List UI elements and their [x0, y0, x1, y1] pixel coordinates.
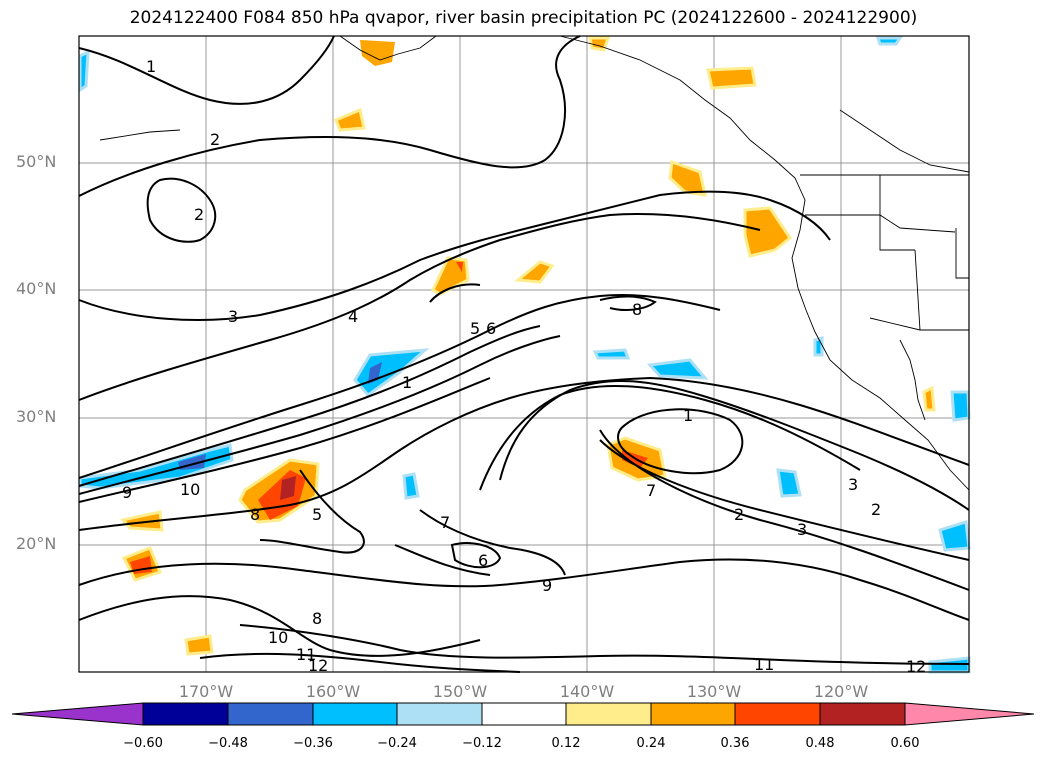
colorbar-tick: 0.48 — [805, 736, 835, 751]
contour-label: 1 — [146, 57, 156, 76]
colorbar-bin — [481, 702, 567, 726]
contour-label: 3 — [848, 475, 858, 494]
colorbar-tick: 0.12 — [551, 736, 581, 751]
contour-label: 7 — [646, 481, 656, 500]
contour-label: 8 — [312, 609, 322, 628]
coastlines — [99, 35, 970, 491]
contour-label: 1 — [402, 373, 412, 392]
lat-label: 40°N — [16, 279, 57, 298]
contour-label: 2 — [871, 500, 881, 519]
contour-label: 9 — [542, 576, 552, 595]
colorbar-extend-high — [904, 702, 1035, 726]
lon-label: 160°W — [305, 682, 361, 701]
colorbar-tick: −0.36 — [293, 736, 333, 751]
contour-label: 2 — [734, 505, 744, 524]
contour-label: 6 — [486, 319, 496, 338]
lon-label: 140°W — [559, 682, 615, 701]
contour-label: 3 — [228, 307, 238, 326]
contour-label: 10 — [268, 628, 288, 647]
lat-label: 30°N — [16, 407, 57, 426]
contour-label: 11 — [754, 655, 774, 674]
lat-label: 50°N — [16, 152, 57, 171]
contour-label: 8 — [632, 300, 642, 319]
contour-label: 5 — [312, 505, 322, 524]
colorbar-bin — [734, 702, 821, 726]
map-border — [78, 35, 970, 673]
colorbar — [11, 702, 1035, 726]
lon-label: 130°W — [686, 682, 742, 701]
lon-label: 150°W — [432, 682, 488, 701]
contour-label: 2 — [210, 130, 220, 149]
graticule — [79, 36, 969, 672]
colorbar-bin — [396, 702, 483, 726]
colorbar-bin — [650, 702, 736, 726]
colorbar-tick: 0.60 — [890, 736, 920, 751]
colorbar-bin — [227, 702, 314, 726]
lon-label: 170°W — [178, 682, 234, 701]
colorbar-extend-low — [11, 702, 144, 726]
contour-label: 12 — [906, 657, 926, 676]
lon-label: 120°W — [813, 682, 869, 701]
colorbar-tick: −0.24 — [377, 736, 417, 751]
colorbar-bin — [565, 702, 652, 726]
contour-label: 5 — [470, 319, 480, 338]
precip-shading — [78, 36, 971, 674]
qvapor-contours — [78, 35, 970, 673]
colorbar-bin — [312, 702, 398, 726]
contour-label: 10 — [180, 480, 200, 499]
colorbar-tick: 0.36 — [720, 736, 750, 751]
contour-label: 2 — [194, 205, 204, 224]
contour-label: 8 — [250, 505, 260, 524]
contour-label: 6 — [478, 551, 488, 570]
contour-label: 3 — [797, 520, 807, 539]
contour-labels: 1 2 2 3 4 5 6 7 8 8 9 10 11 12 1 2 3 5 6… — [122, 57, 926, 676]
contour-label: 11 — [296, 645, 316, 664]
contour-label: 4 — [348, 307, 358, 326]
contour-label: 7 — [440, 513, 450, 532]
map-title: 2024122400 F084 850 hPa qvapor, river ba… — [129, 8, 918, 28]
colorbar-bin — [819, 702, 906, 726]
colorbar-tick: −0.60 — [123, 736, 163, 751]
colorbar-tick: 0.24 — [636, 736, 666, 751]
colorbar-bin — [142, 702, 229, 726]
colorbar-tick: −0.48 — [208, 736, 248, 751]
contour-label: 9 — [122, 483, 132, 502]
contour-label: 1 — [683, 406, 693, 425]
contour-label: 12 — [308, 656, 328, 675]
colorbar-tick: −0.12 — [462, 736, 502, 751]
lat-label: 20°N — [16, 534, 57, 553]
